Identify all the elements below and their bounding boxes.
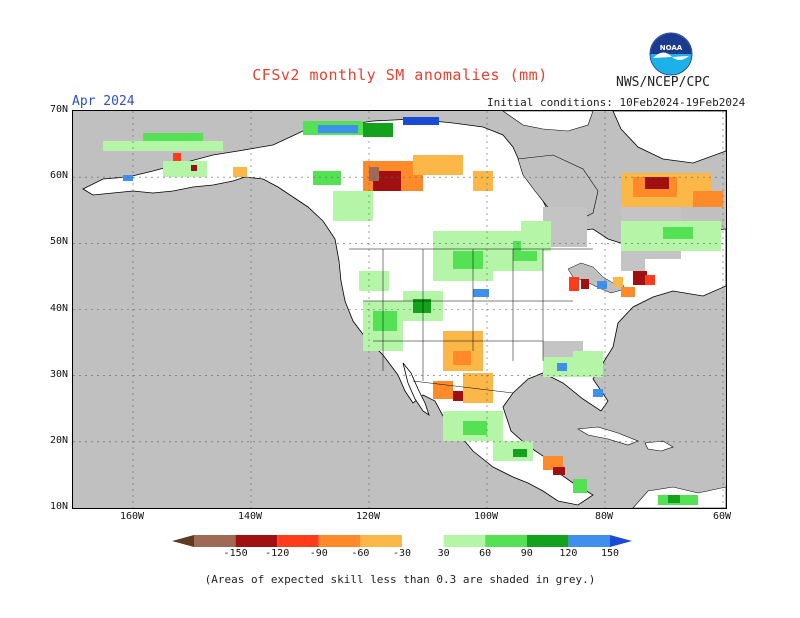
- colorbar-bin: [360, 535, 402, 547]
- colorbar-tick-label: 30: [437, 548, 450, 559]
- graticule: [73, 111, 726, 508]
- anomaly-patches: [103, 117, 723, 505]
- skill-footnote: (Areas of expected skill less than 0.3 a…: [204, 573, 596, 586]
- colorbar-tick-label: 60: [479, 548, 492, 559]
- colorbar-bin: [277, 535, 319, 547]
- initial-conditions-label: Initial conditions: 10Feb2024-19Feb2024: [487, 96, 746, 109]
- map-title: CFSv2 monthly SM anomalies (mm): [252, 66, 548, 84]
- colorbar-bin: [568, 535, 610, 547]
- anomaly-map: [73, 110, 727, 509]
- colorbar-bin: [235, 535, 278, 547]
- longitude-label: 140W: [237, 511, 263, 522]
- latitude-label: 50N: [49, 236, 68, 248]
- longitude-label: 100W: [473, 511, 499, 522]
- baja-california: [402, 362, 430, 416]
- svg-text:NOAA: NOAA: [660, 44, 683, 52]
- colorbar-tick-label: 150: [600, 548, 620, 559]
- colorbar-tick-label: -120: [265, 548, 290, 559]
- agency-label: NWS/NCEP/CPC: [616, 75, 710, 90]
- hispaniola-island: [644, 440, 674, 452]
- longitude-label: 120W: [355, 511, 381, 522]
- longitude-label: 60W: [712, 511, 732, 522]
- colorbar-tick-label: -60: [351, 548, 370, 559]
- latitude-label: 20N: [49, 434, 68, 446]
- noaa-logo: NOAA: [649, 32, 693, 76]
- latitude-label: 70N: [49, 104, 68, 115]
- colorbar-tick-label: -30: [392, 548, 412, 559]
- colorbar-tick-label: 120: [559, 548, 578, 559]
- forecast-month-label: Apr 2024: [72, 94, 135, 109]
- colorbar-bin: [443, 535, 486, 547]
- colorbar-tick-label: -90: [309, 548, 328, 559]
- colorbar-bin: [485, 535, 527, 547]
- latitude-label: 40N: [49, 302, 68, 314]
- colorbar-tick-label: -150: [223, 548, 248, 559]
- colorbar-bin: [318, 535, 361, 547]
- latitude-label: 30N: [49, 368, 68, 380]
- colorbar-bin: [526, 535, 569, 547]
- latitude-label: 60N: [49, 170, 68, 182]
- arctic-islands: [502, 110, 594, 132]
- longitude-label: 80W: [594, 511, 614, 522]
- colorbar-tick-label: 90: [520, 548, 533, 559]
- colorbar: [172, 535, 632, 547]
- colorbar-bin: [194, 535, 236, 547]
- colorbar-high-arrow: [610, 535, 632, 547]
- latitude-label: 10N: [49, 501, 68, 512]
- colorbar-bin: [402, 535, 444, 547]
- colorbar-low-arrow: [172, 535, 194, 547]
- political-borders: [349, 248, 593, 394]
- cuba-island: [577, 426, 639, 446]
- longitude-label: 160W: [119, 511, 145, 522]
- map-frame: [72, 110, 727, 509]
